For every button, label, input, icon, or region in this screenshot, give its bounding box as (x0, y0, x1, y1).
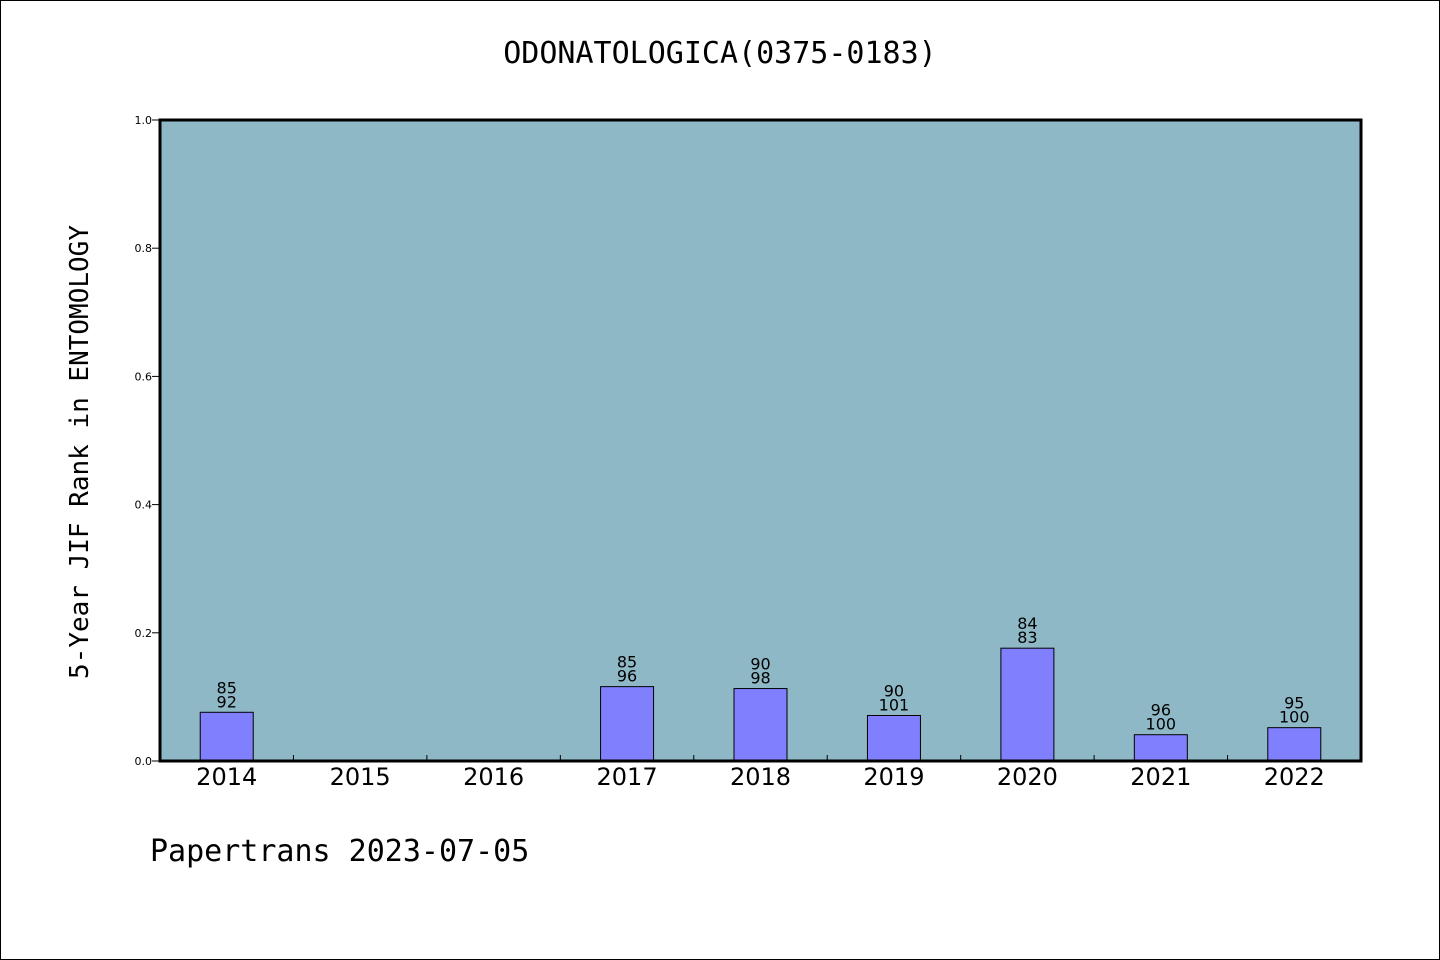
bar-label-bottom: 83 (1017, 628, 1037, 647)
x-tick-label: 2022 (1264, 763, 1325, 791)
x-tick-label: 2015 (330, 763, 391, 791)
bar (1133, 734, 1188, 762)
y-tick-label: 0.8 (135, 242, 153, 255)
x-tick-label: 2018 (730, 763, 791, 791)
y-tick-label: 0.2 (135, 627, 153, 640)
x-tick-label: 2017 (597, 763, 658, 791)
x-tick-label: 2016 (463, 763, 524, 791)
bar-label-top: 90 (750, 655, 770, 674)
bar-label-bottom: 98 (750, 669, 770, 688)
y-tick-label: 1.0 (135, 114, 153, 127)
bar-label-bottom: 96 (617, 667, 637, 686)
chart-title: ODONATOLOGICA(0375-0183) (503, 36, 937, 71)
bar-label-top: 85 (217, 678, 237, 697)
x-tick-label: 2014 (196, 763, 257, 791)
plot-area (160, 120, 1361, 761)
bar (1267, 727, 1322, 762)
bar-label-top: 96 (1151, 701, 1171, 720)
bar (199, 711, 254, 762)
footer-source-date: Papertrans 2023-07-05 (150, 834, 530, 869)
bar-label-top: 95 (1284, 694, 1304, 713)
x-tick-label: 2020 (997, 763, 1058, 791)
bar (866, 714, 921, 762)
bar (733, 688, 788, 762)
bar-label-bottom: 100 (1279, 708, 1310, 727)
bar-label-top: 90 (884, 681, 904, 700)
y-tick-label: 0.6 (135, 370, 153, 383)
plot-border (158, 118, 1363, 763)
x-tick-label: 2019 (863, 763, 924, 791)
x-tick-label: 2021 (1130, 763, 1191, 791)
bar-label-bottom: 101 (879, 695, 910, 714)
bar-label-top: 84 (1017, 614, 1037, 633)
bar (1000, 647, 1055, 762)
bar-label-top: 85 (617, 653, 637, 672)
bar (600, 686, 655, 762)
y-tick-label: 0.0 (135, 755, 153, 768)
y-tick-label: 0.4 (135, 499, 153, 512)
bar-label-bottom: 92 (217, 692, 237, 711)
bar-label-bottom: 100 (1146, 715, 1177, 734)
